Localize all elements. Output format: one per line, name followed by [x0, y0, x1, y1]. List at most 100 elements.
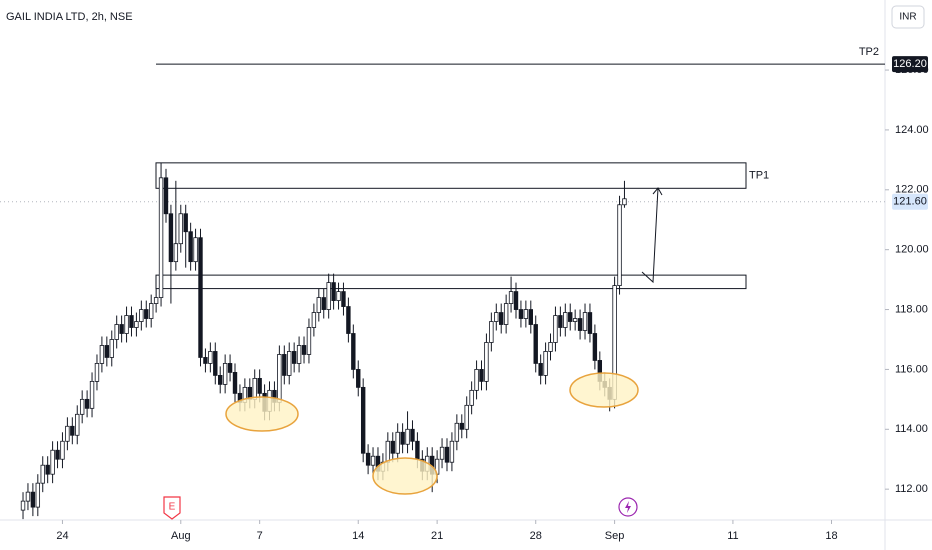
candle-body [390, 440, 395, 454]
candle-body [139, 309, 144, 322]
candle-body [577, 318, 583, 331]
last-price-box [892, 193, 928, 210]
currency-label[interactable]: INR [899, 12, 916, 23]
y-tick-label: 120.00 [895, 244, 929, 256]
candle-body [301, 345, 307, 355]
x-tick-label: 21 [431, 530, 443, 542]
last-price-label: 121.60 [893, 196, 927, 208]
candle-body [60, 440, 65, 460]
event-icon-bolt [625, 501, 631, 513]
candle-body [346, 306, 351, 334]
candle-body [410, 428, 415, 442]
target-price-box [892, 56, 928, 73]
candle-body [203, 357, 208, 364]
candle-body [563, 312, 568, 328]
y-tick-label: 116.00 [895, 363, 928, 375]
candle-body [40, 464, 45, 484]
candle-body [311, 312, 317, 328]
currency-button[interactable] [891, 5, 925, 29]
x-tick-label: 11 [727, 530, 738, 542]
candle-body [30, 491, 36, 508]
highlight-ellipse [372, 457, 438, 495]
candle-body [153, 297, 159, 304]
candle-body [70, 425, 75, 436]
candle-body [572, 318, 578, 322]
candle-body [79, 398, 85, 415]
candle-body [213, 351, 218, 376]
candle-body [543, 351, 548, 376]
x-tick-label: 7 [257, 530, 263, 542]
candle-body [444, 446, 450, 463]
candle-body [454, 422, 460, 442]
candle-body [489, 321, 494, 343]
candle-body [331, 282, 336, 301]
candle-body [109, 339, 114, 358]
candle-body [587, 312, 593, 334]
candle-body [568, 312, 573, 322]
x-tick-label: 28 [530, 530, 542, 542]
target-label: TP2 [859, 46, 879, 58]
candle-body [518, 309, 524, 319]
candle-body [356, 369, 361, 388]
chart-title: GAIL INDIA LTD, 2h, NSE [6, 11, 133, 23]
candle-body [513, 291, 519, 310]
candle-body [479, 369, 484, 382]
candle-body [163, 177, 169, 215]
candle-body [50, 449, 55, 475]
candle-body [173, 243, 179, 263]
candle-body [227, 363, 233, 373]
candle-body [148, 303, 154, 319]
candle-body [365, 452, 371, 466]
candle-body [617, 204, 622, 286]
candle-body [494, 312, 499, 322]
candle-body [385, 440, 391, 463]
zone [155, 162, 747, 189]
candle-body [370, 455, 376, 466]
candle-body [538, 363, 543, 376]
x-tick-label: Sep [605, 530, 625, 542]
candle-body [464, 404, 469, 430]
candle-body [439, 446, 445, 460]
candle-body [548, 342, 553, 352]
candle-body [104, 345, 110, 358]
candle-body [75, 413, 80, 436]
candle-body [558, 315, 563, 328]
candle-body [144, 309, 149, 319]
earnings-label[interactable]: E [169, 502, 176, 513]
candle-body [459, 422, 464, 430]
candle-body [84, 398, 90, 409]
candle-body [499, 312, 504, 325]
x-tick-label: 24 [56, 530, 68, 542]
candle-body [400, 431, 405, 445]
candle-body [474, 369, 479, 391]
candle-body [129, 315, 134, 328]
candle-body [484, 342, 489, 382]
candle-body [35, 482, 41, 508]
candle-body [316, 297, 322, 313]
candle-body [528, 309, 533, 325]
x-tick-label: 18 [825, 530, 837, 542]
y-tick-label: 124.00 [895, 124, 929, 136]
candle-body [183, 213, 188, 233]
x-tick-label: Aug [171, 530, 191, 542]
candle-body [208, 351, 213, 364]
candle-body [222, 363, 228, 385]
highlight-ellipse [225, 396, 299, 432]
y-tick-label: 122.00 [895, 184, 929, 196]
candle-body [449, 440, 455, 463]
candle-body [94, 363, 100, 382]
candle-body [360, 386, 366, 454]
candle-body [99, 345, 105, 364]
candle-body [198, 237, 203, 358]
candle-body [395, 431, 400, 454]
candle-body [296, 345, 302, 364]
arrow-head [652, 187, 663, 196]
candle-body [178, 213, 183, 245]
candle-body [351, 333, 356, 370]
candle-body [291, 351, 297, 364]
candle-body [119, 324, 124, 334]
projection-arrow [641, 187, 659, 284]
earnings-icon[interactable] [163, 496, 181, 520]
zone-label: TP1 [749, 169, 769, 181]
candle-body [287, 351, 292, 376]
